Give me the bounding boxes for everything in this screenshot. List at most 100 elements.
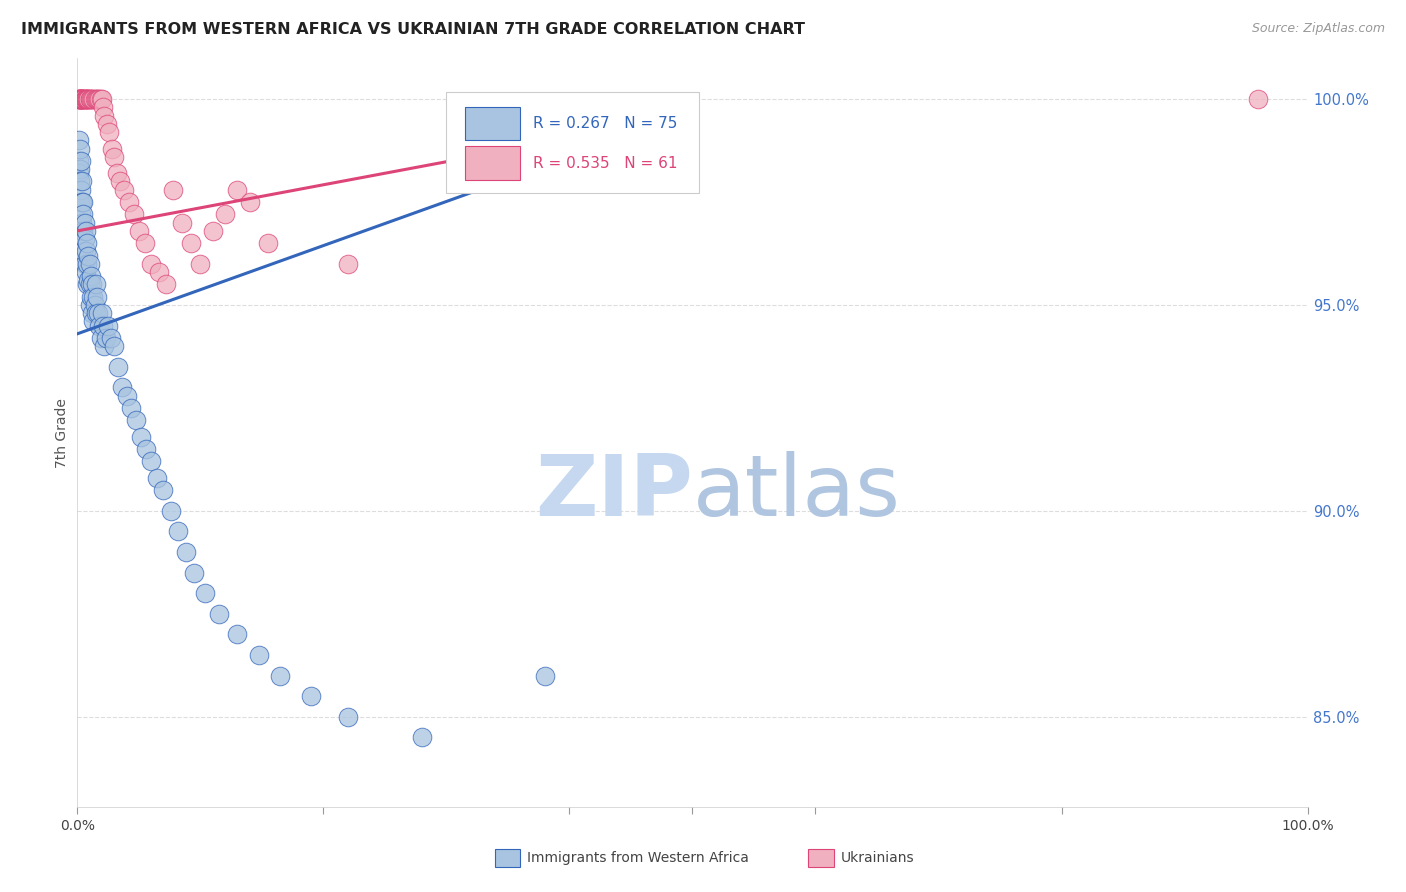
- Point: [70, 153, 93, 168]
- Point: [82, 92, 104, 106]
- Point: [77, 92, 100, 106]
- Point: [121, 401, 143, 415]
- Point: [90, 92, 112, 106]
- Point: [82, 92, 104, 106]
- Point: [131, 430, 153, 444]
- Point: [67, 92, 90, 106]
- Point: [115, 388, 138, 402]
- Point: [93, 339, 115, 353]
- Point: [146, 471, 169, 485]
- Point: [80, 290, 103, 304]
- Point: [67, 133, 90, 147]
- Point: [76, 92, 98, 106]
- Point: [134, 236, 156, 251]
- Point: [190, 257, 212, 271]
- Point: [79, 277, 101, 292]
- Point: [103, 339, 125, 353]
- Point: [1247, 92, 1270, 106]
- Point: [82, 314, 104, 328]
- Point: [72, 92, 94, 106]
- Point: [90, 331, 112, 345]
- Point: [89, 318, 111, 333]
- Point: [183, 566, 205, 580]
- Point: [91, 318, 114, 333]
- Text: atlas: atlas: [693, 451, 900, 534]
- Point: [534, 668, 557, 682]
- Point: [77, 249, 100, 263]
- Point: [94, 331, 117, 345]
- Point: [107, 359, 129, 374]
- Text: Immigrants from Western Africa: Immigrants from Western Africa: [527, 851, 749, 865]
- Point: [337, 257, 360, 271]
- Point: [76, 277, 98, 292]
- Point: [160, 504, 183, 518]
- Point: [135, 442, 157, 456]
- Point: [69, 92, 91, 106]
- Point: [70, 174, 93, 188]
- Point: [96, 117, 118, 131]
- Point: [111, 380, 132, 394]
- Point: [72, 207, 94, 221]
- Point: [118, 195, 141, 210]
- Point: [70, 207, 93, 221]
- Point: [82, 290, 104, 304]
- Point: [90, 306, 114, 320]
- Point: [155, 277, 177, 292]
- Point: [122, 207, 145, 221]
- Point: [87, 306, 110, 320]
- Point: [67, 92, 90, 106]
- Point: [214, 207, 236, 221]
- Point: [84, 92, 107, 106]
- Point: [70, 216, 93, 230]
- Point: [69, 142, 91, 156]
- Point: [70, 92, 93, 106]
- Point: [72, 92, 94, 106]
- Point: [226, 627, 249, 641]
- Point: [86, 92, 108, 106]
- Point: [411, 731, 433, 745]
- Point: [83, 92, 105, 106]
- Point: [79, 92, 101, 106]
- Point: [128, 224, 150, 238]
- Point: [84, 277, 107, 292]
- Point: [170, 216, 193, 230]
- Point: [125, 413, 148, 427]
- Point: [72, 244, 94, 259]
- Text: IMMIGRANTS FROM WESTERN AFRICA VS UKRAINIAN 7TH GRADE CORRELATION CHART: IMMIGRANTS FROM WESTERN AFRICA VS UKRAIN…: [21, 22, 806, 37]
- Point: [167, 524, 190, 539]
- Point: [93, 109, 115, 123]
- Point: [72, 195, 94, 210]
- Point: [80, 269, 103, 284]
- Point: [87, 92, 110, 106]
- Point: [69, 92, 91, 106]
- Point: [84, 306, 107, 320]
- Point: [112, 183, 135, 197]
- Text: Ukrainians: Ukrainians: [841, 851, 914, 865]
- Point: [76, 257, 98, 271]
- Point: [226, 183, 249, 197]
- Point: [141, 257, 163, 271]
- Text: ZIP: ZIP: [534, 451, 693, 534]
- Text: R = 0.267   N = 75: R = 0.267 N = 75: [533, 117, 676, 131]
- Point: [70, 92, 93, 106]
- Point: [79, 257, 101, 271]
- Point: [67, 92, 90, 106]
- Point: [75, 92, 97, 106]
- Text: R = 0.535   N = 61: R = 0.535 N = 61: [533, 156, 678, 171]
- Point: [98, 125, 121, 139]
- Point: [80, 92, 103, 106]
- Point: [72, 224, 94, 238]
- FancyBboxPatch shape: [447, 92, 699, 193]
- Point: [76, 236, 98, 251]
- Point: [82, 306, 104, 320]
- Point: [148, 265, 170, 279]
- Point: [73, 92, 96, 106]
- Point: [110, 174, 132, 188]
- Point: [162, 183, 184, 197]
- Point: [69, 174, 91, 188]
- Point: [174, 545, 197, 559]
- Point: [70, 195, 93, 210]
- Y-axis label: 7th Grade: 7th Grade: [55, 398, 69, 467]
- Point: [194, 586, 217, 600]
- Point: [73, 216, 96, 230]
